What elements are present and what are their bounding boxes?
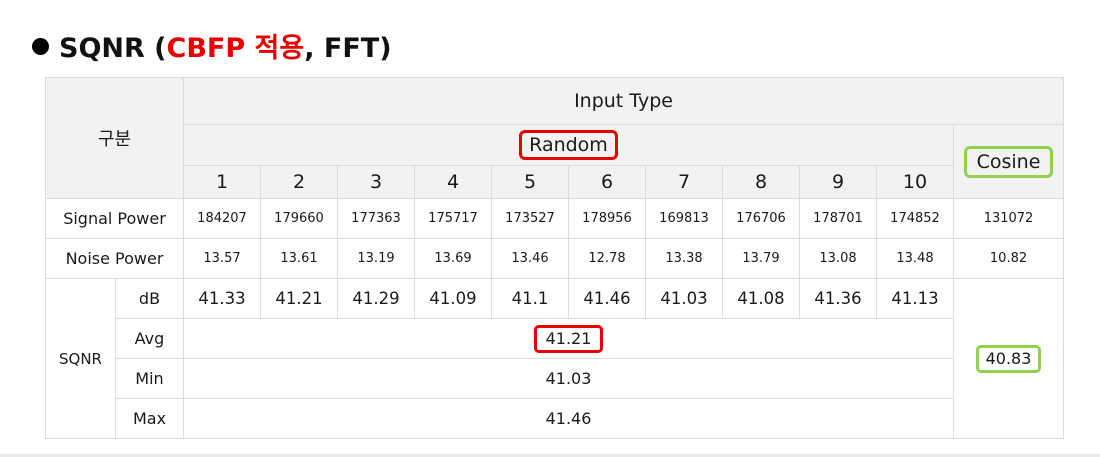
sqnr-db-cell: 41.36 [799,278,877,319]
sqnr-cosine-cell: 40.83 [952,278,1065,439]
noise-power-cell: 13.38 [645,238,723,279]
sqnr-db-cell: 41.46 [568,278,646,319]
sqnr-cosine-highlight-box: 40.83 [975,344,1042,373]
noise-power-cell: 13.08 [799,238,877,279]
sqnr-db-cell: 41.33 [183,278,261,319]
title-highlight: CBFP 적용 [166,33,305,64]
sqnr-avg-highlight-box: 41.21 [533,324,604,353]
random-highlight-box: Random [519,130,618,160]
signal-power-cell: 177363 [337,198,415,239]
random-header: Random [183,124,954,166]
signal-power-cell: 169813 [645,198,723,239]
signal-power-cell: 178701 [799,198,877,239]
sqnr-db-cell: 41.03 [645,278,723,319]
column-header: 7 [645,165,723,199]
noise-power-cell: 13.46 [491,238,569,279]
bullet-icon [32,38,49,55]
noise-power-cell: 13.69 [414,238,492,279]
sqnr-table: 구분 Input Type Random Cosine 1 2 3 4 5 6 … [45,77,1065,439]
title-suffix: , FFT) [304,33,392,64]
signal-power-cell: 176706 [722,198,800,239]
sqnr-max-cell: 41.46 [183,398,954,439]
column-header: 3 [337,165,415,199]
sqnr-db-cell: 41.09 [414,278,492,319]
noise-power-cell: 13.57 [183,238,261,279]
page-title: SQNR (CBFP 적용, FFT) [32,26,392,65]
column-header: 8 [722,165,800,199]
input-type-header: Input Type [182,77,1065,125]
sqnr-db-cell: 41.21 [260,278,338,319]
noise-power-cell: 13.61 [260,238,338,279]
signal-power-cell: 174852 [876,198,954,239]
signal-power-label: Signal Power [45,198,184,239]
noise-power-cell: 13.79 [722,238,800,279]
sqnr-db-cell: 41.1 [491,278,569,319]
signal-power-cell: 178956 [568,198,646,239]
column-header: 1 [183,165,261,199]
sqnr-db-cell: 41.13 [876,278,954,319]
signal-power-cell: 173527 [491,198,569,239]
sqnr-label: SQNR [45,278,116,439]
sqnr-db-cell: 41.08 [722,278,800,319]
title-prefix: SQNR ( [59,33,167,64]
sqnr-db-label: dB [115,278,184,319]
noise-power-cell: 13.19 [337,238,415,279]
column-header: 9 [799,165,877,199]
sqnr-avg-cell: 41.21 [183,318,954,359]
cosine-header: Cosine [952,124,1065,199]
column-header: 6 [568,165,646,199]
signal-power-cell: 184207 [183,198,261,239]
sqnr-max-label: Max [115,398,184,439]
noise-power-label: Noise Power [45,238,184,279]
signal-power-cell: 175717 [414,198,492,239]
column-header: 4 [414,165,492,199]
noise-power-cell: 13.48 [876,238,954,279]
sqnr-db-cell: 41.29 [337,278,415,319]
noise-power-cosine: 10.82 [952,238,1065,279]
sqnr-avg-label: Avg [115,318,184,359]
noise-power-cell: 12.78 [568,238,646,279]
cosine-highlight-box: Cosine [963,145,1054,178]
sqnr-min-cell: 41.03 [183,358,954,399]
sqnr-min-label: Min [115,358,184,399]
column-header: 5 [491,165,569,199]
signal-power-cell: 179660 [260,198,338,239]
signal-power-cosine: 131072 [952,198,1065,239]
bottom-divider [0,454,1100,457]
column-header: 10 [876,165,954,199]
column-header: 2 [260,165,338,199]
category-header: 구분 [45,77,184,199]
